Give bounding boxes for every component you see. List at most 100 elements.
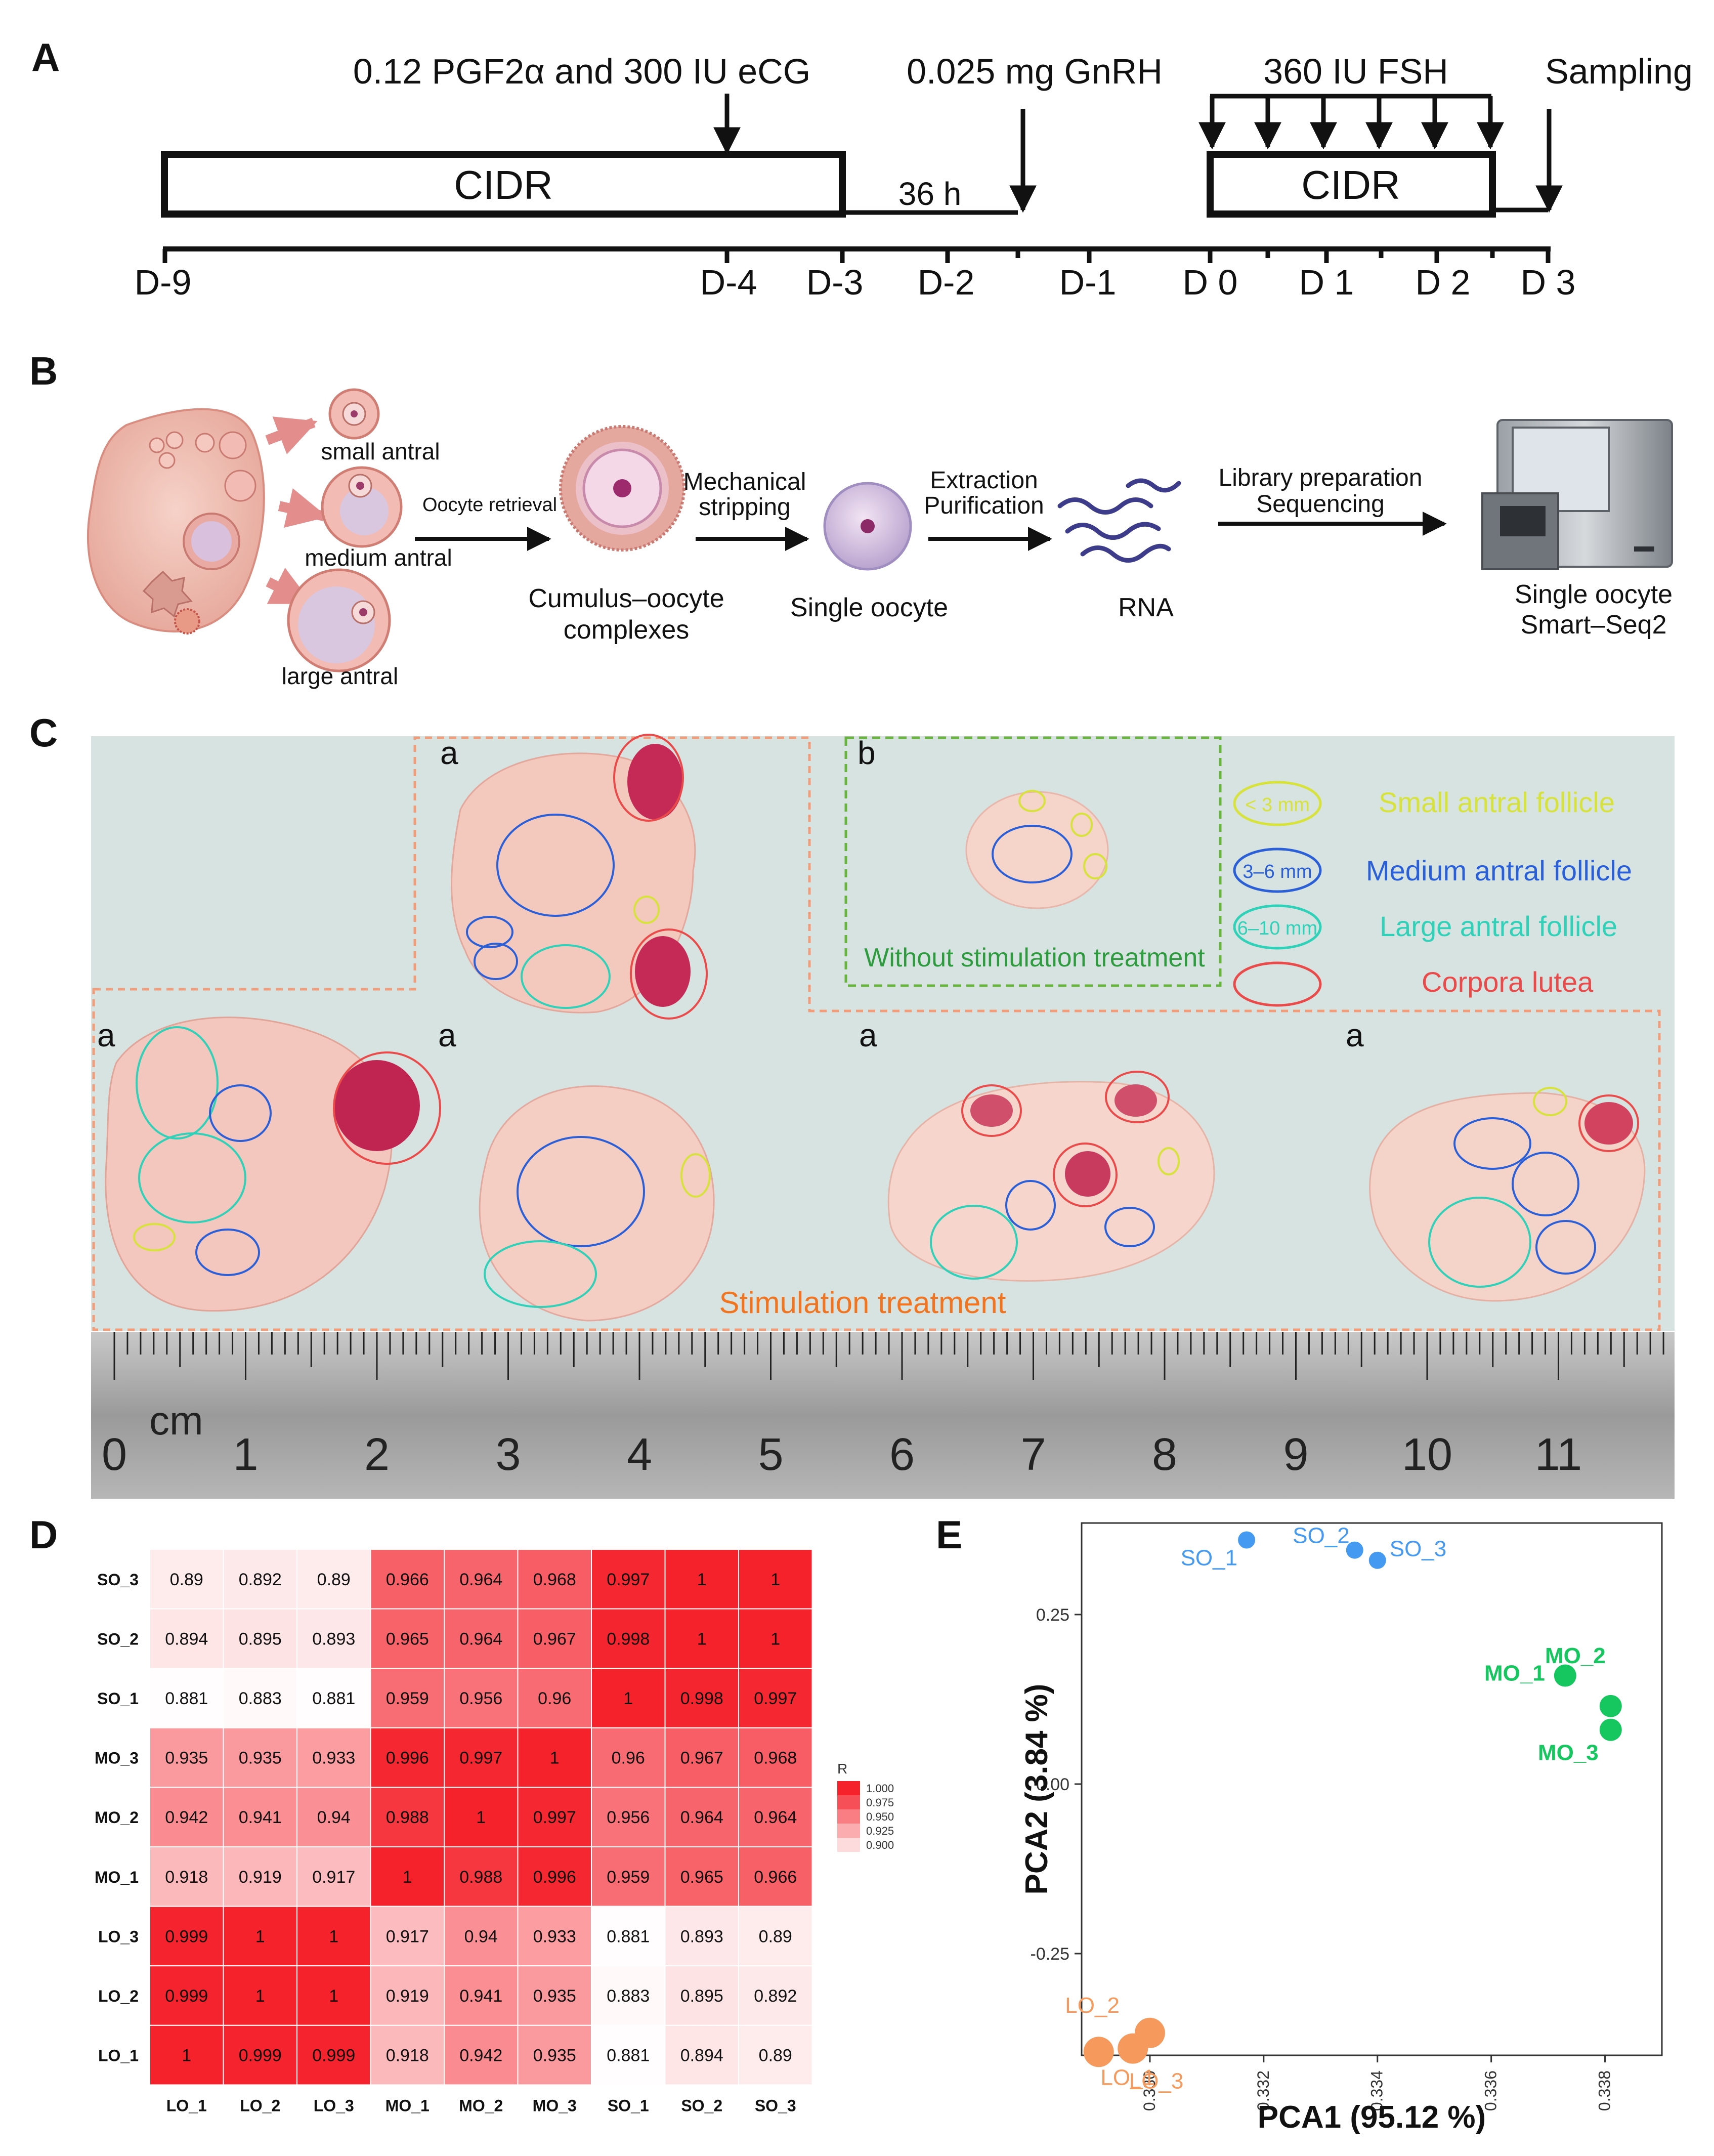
heatmap-value: 1	[697, 1570, 707, 1589]
heatmap-value: 0.942	[165, 1808, 208, 1827]
heatmap-cell	[738, 1549, 813, 1610]
legend-label: Corpora lutea	[1422, 966, 1594, 998]
heatmap-col-label: LO_2	[240, 2096, 280, 2115]
heatmap-col-label: MO_1	[385, 2096, 430, 2115]
y-tick-label: -0.25	[1031, 1944, 1070, 1964]
heatmap-cell	[296, 1668, 371, 1728]
pca-point-label: MO_2	[1545, 1643, 1606, 1668]
heatmap-cell	[664, 1608, 739, 1669]
pca-point-label: LO_3	[1129, 2068, 1184, 2093]
heatmap-cell	[296, 1906, 371, 1967]
heatmap-value: 0.919	[239, 1868, 282, 1887]
without-stimulation-label: Without stimulation treatment	[864, 943, 1205, 973]
heatmap-cell	[223, 1787, 297, 1847]
heatmap-value: 0.935	[165, 1749, 208, 1768]
heatmap-cell	[664, 1727, 739, 1788]
heatmap-value: 0.998	[680, 1689, 723, 1708]
legend-size: 3–6 mm	[1242, 861, 1312, 882]
heatmap-value: 0.881	[607, 1927, 650, 1946]
legend-size: 6–10 mm	[1237, 918, 1317, 939]
day-label: D-2	[918, 263, 975, 302]
heatmap-col-label: LO_3	[314, 2096, 354, 2115]
pca-point	[1238, 1531, 1256, 1549]
cumulus-oocyte-complex	[559, 425, 685, 552]
step-retrieval: Oocyte retrieval	[422, 494, 557, 516]
heatmap-value: 1	[255, 1986, 265, 2006]
heatmap-value: 0.893	[680, 1927, 723, 1946]
heatmap-cell	[517, 1906, 592, 1967]
ruler-unit: cm	[149, 1398, 203, 1443]
heatmap-value: 0.966	[754, 1868, 797, 1887]
pca-point	[1599, 1695, 1622, 1717]
group-tag: a	[438, 1017, 456, 1053]
heatmap-value: 0.999	[312, 2046, 355, 2065]
heatmap-cell	[444, 1846, 519, 1907]
ruler-number: 7	[1020, 1429, 1046, 1480]
heatmap-col-label: MO_3	[533, 2096, 577, 2115]
oocyte-label: Single oocyte	[790, 593, 948, 622]
heatmap-cell	[517, 1668, 592, 1728]
group-tag: a	[1346, 1017, 1364, 1053]
heatmap-value: 0.941	[239, 1808, 282, 1827]
interval-label: 36 h	[898, 176, 962, 212]
heatmap-value: 0.917	[386, 1927, 429, 1946]
heatmap-value: 0.895	[680, 1986, 723, 2006]
group-tag: a	[97, 1017, 115, 1053]
panel-d-letter: D	[29, 1512, 58, 1557]
cidr-label-1: CIDR	[454, 162, 553, 207]
rna-strands	[1057, 478, 1181, 563]
heatmap-value: 0.997	[754, 1689, 797, 1708]
heatmap-cell	[738, 1668, 813, 1728]
day-label: D 2	[1416, 263, 1471, 302]
heatmap-value: 0.959	[607, 1868, 650, 1887]
pca-point-label: MO_1	[1484, 1661, 1545, 1686]
coc-label: Cumulus–oocyte	[528, 584, 724, 613]
heatmap-value: 0.883	[607, 1986, 650, 2006]
panel-c-letter: C	[29, 710, 58, 755]
rna-label: RNA	[1118, 593, 1174, 622]
legend-size: < 3 mm	[1245, 794, 1310, 816]
heatmap-row-label: MO_1	[95, 1868, 139, 1886]
heatmap-value: 0.933	[533, 1927, 576, 1946]
heatmap-value: 0.893	[312, 1629, 355, 1648]
heatmap-cell	[444, 1727, 519, 1788]
heatmap-cell	[296, 2024, 371, 2086]
fsh-arrows	[1198, 96, 1504, 150]
heatmap-cell	[738, 1727, 813, 1788]
heatmap-value: 0.935	[533, 2046, 576, 2065]
heatmap-cell	[149, 1965, 224, 2026]
heatmap-value: 0.89	[170, 1570, 203, 1589]
seq-label: Single oocyte	[1515, 580, 1673, 609]
x-axis-label: PCA1 (95.12 %)	[1258, 2100, 1486, 2135]
legend-swatch-small	[1233, 781, 1322, 826]
heatmap-value: 0.967	[680, 1749, 723, 1768]
heatmap-value: 1	[550, 1749, 560, 1768]
group-tag: a	[440, 735, 458, 771]
heatmap-value: 1	[329, 1986, 338, 2006]
heatmap-cell	[149, 1906, 224, 1967]
heatmap-value: 0.956	[607, 1808, 650, 1827]
follicle-label: small antral	[321, 438, 440, 464]
legend-tick: 1.000	[866, 1782, 894, 1795]
heatmap-value: 0.89	[759, 1927, 792, 1946]
x-tick-label: 0.332	[1254, 2070, 1272, 2111]
heatmap-value: 0.917	[312, 1868, 355, 1887]
pca-point	[1118, 2033, 1148, 2064]
legend-tick: 0.900	[866, 1839, 894, 1851]
heatmap-value: 0.892	[239, 1570, 282, 1589]
ruler-number: 9	[1283, 1429, 1308, 1480]
heatmap-cell	[591, 1787, 666, 1847]
heatmap-cell	[738, 1906, 813, 1967]
heatmap-cell	[738, 2024, 813, 2086]
pca-point-label: SO_2	[1293, 1524, 1350, 1548]
heatmap-value: 0.919	[386, 1986, 429, 2006]
heatmap-value: 1	[255, 1927, 265, 1946]
heatmap-cell	[664, 1549, 739, 1610]
panel-b-letter: B	[29, 349, 58, 393]
group-tag: a b a a a a	[97, 735, 1364, 1053]
heatmap-cell	[591, 1965, 666, 2026]
heatmap-cell	[444, 1608, 519, 1669]
heatmap-value: 0.968	[533, 1570, 576, 1589]
heatmap-cell	[444, 1787, 519, 1847]
